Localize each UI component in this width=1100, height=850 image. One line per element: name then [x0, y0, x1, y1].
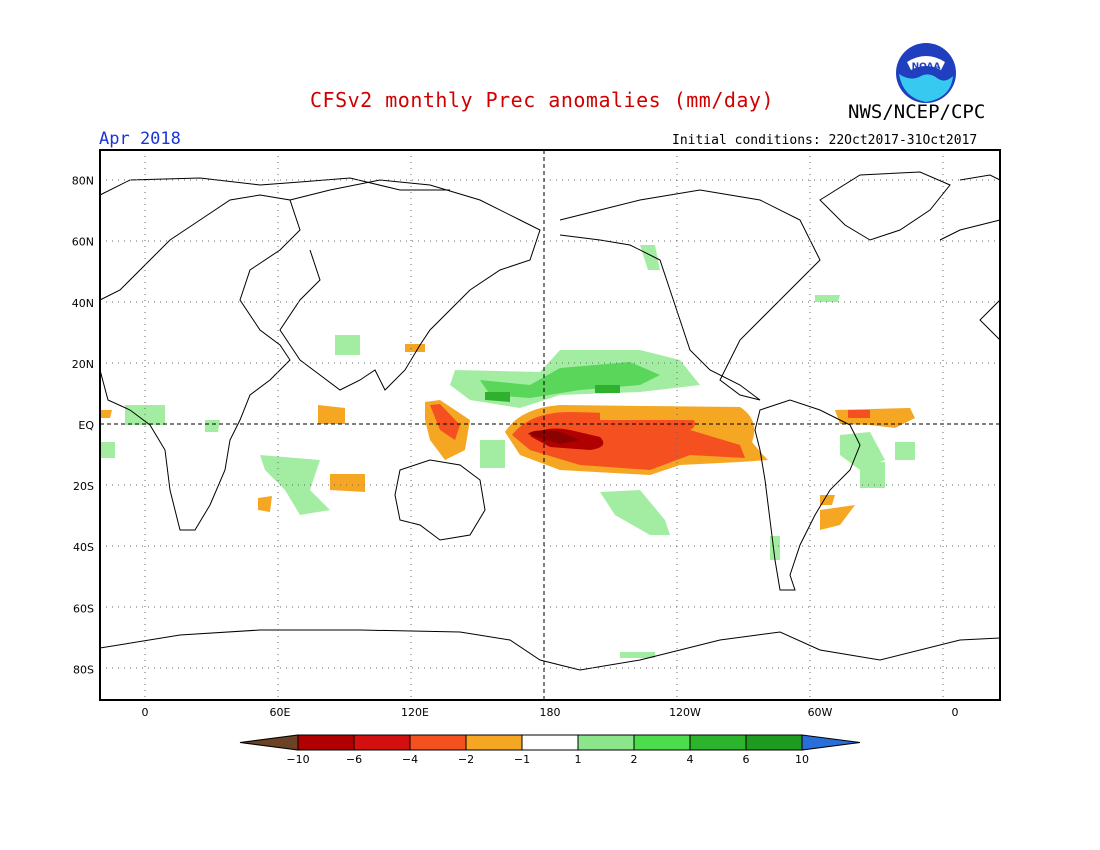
anomaly-negative-pacific-mid — [512, 412, 745, 470]
colorbar-high-arrow — [801, 734, 861, 751]
colorbar-box-3 — [465, 734, 523, 751]
colorbar-label: 4 — [687, 753, 694, 766]
logo-text: NOAA — [912, 62, 941, 72]
colorbar-box-8 — [745, 734, 803, 751]
coast-australia — [394, 459, 486, 541]
colorbar-low-arrow — [239, 734, 299, 751]
lat-label-20n: 20N — [72, 358, 94, 371]
org-label: NWS/NCEP/CPC — [848, 101, 986, 123]
anomaly-negative-atlantic — [835, 408, 915, 428]
colorbar-box-7 — [689, 734, 747, 751]
colorbar-box-4 — [521, 734, 579, 751]
lat-label-40n: 40N — [72, 297, 94, 310]
map-grid — [100, 150, 1000, 700]
colorbar-label: −1 — [514, 753, 530, 766]
coast-south-america — [754, 399, 861, 591]
colorbar-box-2 — [409, 734, 467, 751]
anomaly-positive-indian — [260, 455, 330, 515]
colorbar-label: −6 — [346, 753, 362, 766]
lat-label-40s: 40S — [73, 541, 94, 554]
lat-label-60s: 60S — [73, 602, 94, 615]
lat-label-80n: 80N — [72, 175, 94, 188]
forecast-month: Apr 2018 — [99, 129, 181, 149]
coast-africa-europe — [99, 194, 301, 531]
colorbar: −10 −6 −4 −2 −1 1 2 4 6 10 — [239, 734, 861, 766]
colorbar-box-1 — [353, 734, 411, 751]
colorbar-label: −10 — [286, 753, 309, 766]
lon-label-5: 60W — [808, 706, 833, 719]
coast-antarctica — [99, 629, 1001, 671]
colorbar-box-0 — [297, 734, 355, 751]
colorbar-label: −2 — [458, 753, 474, 766]
colorbar-label: 2 — [631, 753, 638, 766]
anomaly-positive-south-pacific — [600, 490, 670, 535]
colorbar-label: 10 — [795, 753, 809, 766]
noaa-logo-icon: NOAA — [896, 43, 956, 103]
reference-lines — [100, 150, 1000, 700]
initial-conditions: Initial conditions: 22Oct2017-31Oct2017 — [672, 133, 978, 148]
coastlines — [99, 171, 1001, 671]
lat-label-80s: 80S — [73, 663, 94, 676]
anomaly-shading — [100, 245, 915, 658]
colorbar-label: 6 — [743, 753, 750, 766]
map-title: CFSv2 monthly Prec anomalies (mm/day) — [310, 88, 775, 112]
longitude-labels: 0 60E 120E 180 120W 60W 0 — [142, 706, 959, 719]
latitude-labels: 80N 60N 40N 20N EQ 20S 40S 60S 80S — [72, 175, 95, 677]
lon-label-1: 60E — [270, 706, 291, 719]
lon-label-2: 120E — [401, 706, 429, 719]
lat-label-eq: EQ — [78, 419, 94, 432]
lon-label-4: 120W — [669, 706, 701, 719]
lat-label-60n: 60N — [72, 236, 94, 249]
colorbar-label: −4 — [402, 753, 418, 766]
colorbar-box-5 — [577, 734, 635, 751]
lat-label-20s: 20S — [73, 480, 94, 493]
colorbar-label: 1 — [575, 753, 582, 766]
coast-north-america — [559, 189, 821, 401]
coast-asia — [279, 179, 541, 391]
colorbar-box-6 — [633, 734, 691, 751]
map-frame — [99, 149, 1001, 701]
lon-label-3: 180 — [540, 706, 561, 719]
lon-label-6: 0 — [952, 706, 959, 719]
coast-greenland — [819, 171, 951, 241]
lon-label-0: 0 — [142, 706, 149, 719]
